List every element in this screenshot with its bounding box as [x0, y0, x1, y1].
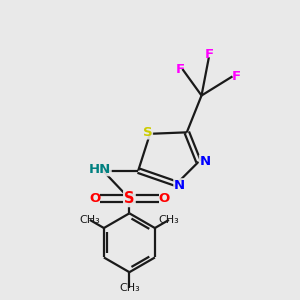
- Text: S: S: [124, 191, 135, 206]
- Text: CH₃: CH₃: [119, 284, 140, 293]
- Text: CH₃: CH₃: [80, 215, 100, 225]
- Text: F: F: [204, 48, 214, 62]
- Text: N: N: [200, 155, 211, 168]
- Text: HN: HN: [89, 163, 111, 176]
- Text: F: F: [231, 70, 241, 83]
- Text: N: N: [174, 179, 185, 192]
- Text: CH₃: CH₃: [158, 215, 179, 225]
- Text: O: O: [89, 192, 100, 205]
- Text: S: S: [143, 126, 152, 139]
- Text: O: O: [158, 192, 170, 205]
- Text: F: F: [176, 62, 184, 76]
